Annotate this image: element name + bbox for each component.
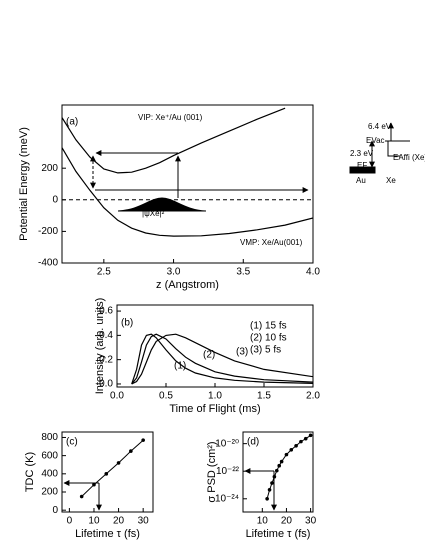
annotation: 2.3 eV (350, 149, 374, 158)
x-tick-label: 2.0 (306, 391, 320, 402)
line-series (62, 147, 313, 237)
y-axis-label: TDC (K) (24, 452, 36, 492)
y-axis-label: σ PSD (cm²) (206, 441, 218, 502)
x-axis-label: z (Angstrom) (156, 279, 219, 291)
y-tick-label: 10⁻²² (216, 466, 240, 477)
point (279, 459, 284, 464)
point (116, 461, 121, 465)
x-tick-label: 10 (88, 516, 100, 527)
point (284, 452, 289, 457)
point (308, 433, 313, 438)
y-tick-label: 0.2 (99, 354, 113, 365)
x-tick-label: 1.0 (208, 391, 222, 402)
au-bar (349, 166, 376, 174)
point (265, 496, 269, 501)
y-tick-label: 0.0 (99, 379, 113, 390)
point (277, 463, 282, 468)
x-tick-label: 1.5 (257, 391, 271, 402)
y-tick-label: 800 (41, 432, 58, 443)
annotation: Au (356, 176, 366, 185)
x-tick-label: 2.5 (97, 267, 111, 278)
point (299, 439, 303, 444)
y-tick-label: 10⁻²⁴ (215, 493, 239, 504)
legend-entry: (2) 10 fs (250, 333, 287, 344)
point (104, 472, 109, 476)
connecting-line (81, 439, 144, 497)
point (272, 474, 277, 479)
y-tick-label: 10⁻²⁰ (215, 438, 239, 449)
y-tick-label: 0.6 (99, 306, 113, 317)
y-tick-label: 200 (41, 163, 58, 174)
y-tick-label: 0 (52, 194, 58, 205)
annotation: (2) (203, 350, 215, 361)
point (274, 468, 279, 473)
point (267, 487, 272, 492)
series-label: VMP: Xe/Au(001) (240, 238, 303, 247)
x-tick-label: 3.0 (167, 267, 181, 278)
annotation: Xe (386, 176, 396, 185)
x-tick-label: 0.0 (110, 391, 124, 402)
plot-frame (61, 431, 154, 513)
point (270, 481, 274, 485)
y-axis-label: Intensity (arb. units) (94, 298, 106, 395)
x-tick-label: 20 (113, 516, 125, 527)
wavepacket (117, 197, 207, 212)
annotation: 6.4 eV (368, 122, 392, 131)
annotation: (d) (247, 437, 259, 448)
x-tick-label: 0 (67, 516, 73, 527)
point (92, 482, 96, 487)
x-tick-label: 20 (281, 516, 293, 527)
y-tick-label: 400 (41, 468, 58, 479)
line-series (131, 333, 313, 385)
y-tick-label: 0.4 (99, 330, 113, 341)
annotation: (c) (66, 437, 78, 448)
annotation: (a) (66, 117, 78, 128)
annotation: EAffi (Xe) (393, 153, 425, 162)
point (294, 443, 298, 448)
x-tick-label: 0.5 (159, 391, 173, 402)
line-series (131, 333, 313, 385)
x-axis-label: Time of Flight (ms) (169, 403, 260, 415)
y-axis-label: Potential Energy (meV) (18, 127, 30, 241)
x-tick-label: 3.5 (236, 267, 250, 278)
legend-entry: (3) 5 fs (250, 345, 281, 356)
line-series (62, 107, 286, 174)
x-tick-label: 30 (138, 516, 150, 527)
y-tick-label: -200 (38, 226, 58, 237)
y-tick-label: -400 (38, 258, 58, 269)
annotation: (3) (236, 347, 248, 358)
plot-frame (61, 104, 314, 264)
annotation: (1) (174, 361, 186, 372)
y-tick-label: 600 (41, 450, 58, 461)
point (289, 447, 294, 452)
x-tick-label: 4.0 (306, 267, 320, 278)
annotation: |ψXe|² (142, 209, 165, 218)
y-tick-label: 200 (41, 487, 58, 498)
series-label: VIP: Xe⁺/Au (001) (138, 113, 203, 122)
annotation: EF (357, 161, 367, 170)
point (303, 436, 308, 441)
annotation: EVac (366, 136, 385, 145)
line-series (131, 333, 313, 385)
x-axis-label: Lifetime τ (fs) (246, 528, 311, 540)
point (141, 438, 145, 442)
x-tick-label: 10 (257, 516, 269, 527)
x-axis-label: Lifetime τ (fs) (75, 528, 140, 540)
panel-a-decor (90, 122, 410, 212)
point (79, 494, 84, 499)
annotation: (b) (121, 318, 133, 329)
y-tick-label: 0 (52, 505, 58, 516)
point (129, 449, 133, 453)
legend-entry: (1) 15 fs (250, 321, 287, 332)
x-tick-label: 30 (305, 516, 317, 527)
plot-frame (242, 431, 314, 513)
affinity-level (387, 141, 400, 157)
